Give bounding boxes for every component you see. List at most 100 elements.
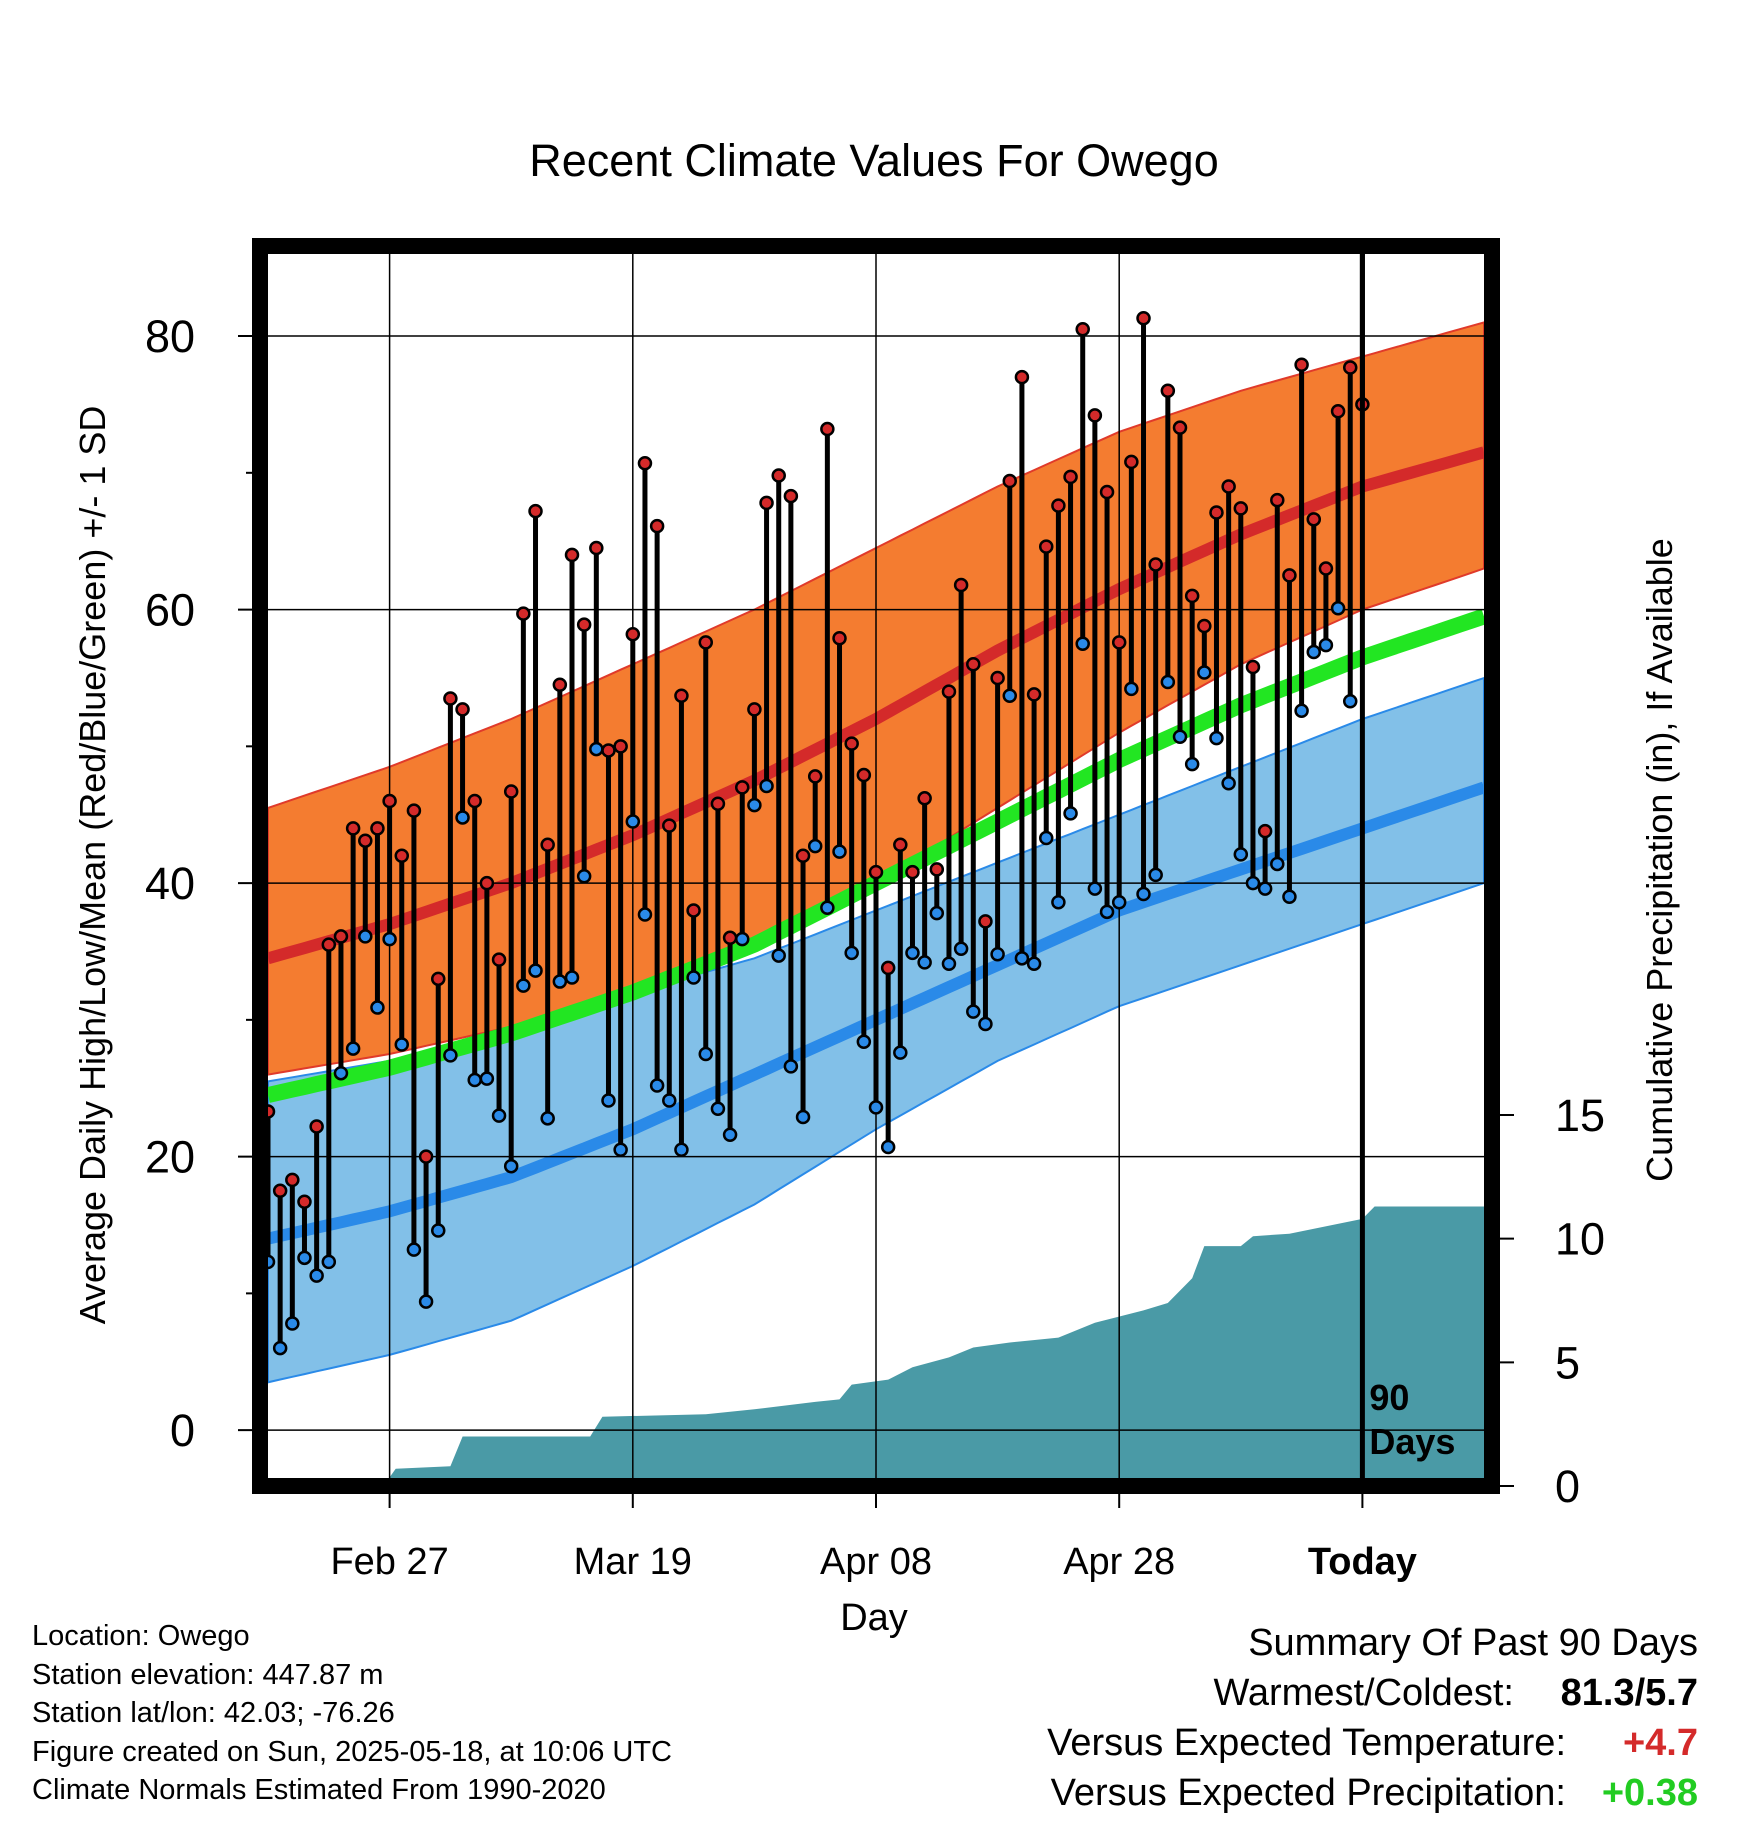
temp-row: Versus Expected Temperature: +4.7 [1047,1718,1698,1768]
daily-high-point [1160,383,1176,399]
daily-high-point [1124,454,1139,470]
daily-high-point [1282,568,1297,583]
daily-low-point [479,1071,495,1086]
daily-low-point [893,1045,908,1060]
daily-low-point [698,1046,714,1062]
daily-low-point [1197,665,1212,680]
daily-high-point [893,837,908,853]
today-marker-line: 90 [1369,1377,1409,1418]
y-tick-label: 80 [145,311,195,362]
daily-high-point [1063,469,1078,485]
daily-high-point [978,914,993,929]
summary-panel: Summary Of Past 90 Days Warmest/Coldest:… [1047,1618,1698,1818]
daily-high-point [856,767,872,783]
daily-high-point [1294,357,1309,373]
daily-high-point [601,743,616,758]
daily-low-point [868,1100,884,1115]
daily-low-point [297,1250,312,1266]
daily-low-point [1160,674,1176,690]
daily-low-point [820,900,835,915]
daily-high-point [552,677,568,693]
daily-high-point [990,670,1005,686]
daily-high-point [1051,498,1066,513]
daily-high-point [268,1104,276,1119]
daily-high-point [1002,473,1018,489]
daily-high-point [1270,492,1285,508]
y-tick-label: 0 [170,1405,195,1456]
daily-low-point [1233,847,1249,862]
precip-area [389,1206,1484,1478]
daily-high-point [394,848,410,863]
daily-high-point [333,929,349,944]
daily-high-point [832,631,847,646]
normals-text: Climate Normals Estimated From 1990-2020 [32,1774,606,1806]
daily-high-point [1136,311,1151,326]
x-axis-label: Day [840,1597,908,1639]
location-text: Location: Owego [32,1620,250,1652]
daily-high-point [1184,588,1200,604]
y2-tick-label: 5 [1555,1337,1580,1388]
daily-high-point [759,495,774,511]
daily-high-point [820,421,835,437]
daily-high-point [929,862,945,877]
daily-high-point [1330,404,1346,419]
summary-title: Summary Of Past 90 Days [1248,1622,1698,1664]
daily-high-point [625,626,641,642]
daily-low-point [406,1242,422,1257]
daily-high-point [430,971,446,987]
daily-low-point [1026,956,1042,972]
temp-label: Versus Expected Temperature: [1047,1722,1566,1764]
daily-high-point [1209,505,1224,520]
elevation-text: Station elevation: 447.87 m [32,1658,384,1691]
daily-low-point [771,948,786,963]
daily-high-point [698,635,714,650]
daily-low-point [1342,693,1358,709]
daily-high-point [370,821,385,836]
daily-low-point [880,1139,896,1155]
daily-high-point [880,960,896,976]
daily-low-point [1330,600,1346,616]
y-tick-label: 60 [145,585,195,636]
daily-high-point [1099,484,1115,500]
daily-low-point [1209,730,1224,746]
daily-high-point [564,547,580,563]
daily-high-point [528,503,543,519]
plot-frame [252,238,1500,1494]
daily-high-point [637,455,653,471]
daily-high-point [1014,369,1030,385]
y2-axis-label: Cumulative Precipitation (in), If Availa… [1639,538,1680,1182]
daily-low-point [1038,830,1054,846]
daily-high-point [321,937,337,952]
daily-high-point [953,577,969,593]
daily-low-point [929,905,945,921]
daily-high-point [1233,501,1249,516]
daily-high-point [966,657,981,672]
daily-high-point [917,791,932,806]
daily-low-point [1087,881,1103,896]
daily-low-point [528,963,543,978]
daily-high-point [710,796,726,812]
daily-low-point [905,945,920,961]
daily-high-point [418,1149,434,1164]
daily-low-point [321,1254,337,1270]
today-marker-label: 90 Days [1369,1377,1455,1462]
today-marker-line: Days [1369,1421,1455,1462]
daily-high-point [783,488,799,504]
daily-high-point [1075,321,1090,337]
daily-low-point [783,1059,799,1074]
precip-row: Versus Expected Precipitation: +0.38 [1047,1768,1698,1818]
daily-low-point [674,1142,689,1158]
daily-low-point [1075,636,1090,652]
warmest-label: Warmest/Coldest: [1213,1672,1514,1714]
daily-low-point [1245,875,1261,891]
daily-high-point [613,739,628,754]
daily-low-point [1148,867,1163,883]
daily-low-point [734,931,750,947]
daily-low-point [418,1294,434,1309]
daily-low-point [455,810,470,825]
daily-high-point [1318,561,1334,576]
daily-low-point [370,1000,385,1015]
daily-low-point [1221,776,1236,791]
daily-low-point [467,1072,482,1088]
daily-low-point [1014,951,1030,966]
